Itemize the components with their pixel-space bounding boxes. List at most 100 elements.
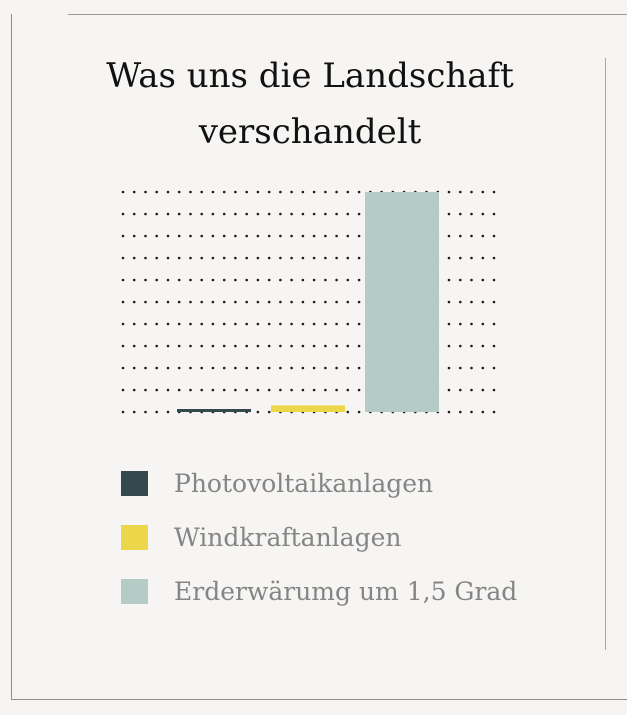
grid-dot <box>234 410 237 414</box>
chart-title: Was uns die Landschaft verschandelt <box>106 56 514 152</box>
grid-dot <box>155 388 158 392</box>
grid-dot <box>470 300 473 304</box>
grid-dot <box>189 278 192 282</box>
grid-dot <box>301 278 305 282</box>
grid-dot <box>144 410 147 414</box>
grid-dot <box>492 300 496 304</box>
grid-dot <box>256 322 260 326</box>
grid-dot <box>290 366 293 370</box>
grid-dot <box>245 322 248 326</box>
grid-dot <box>211 344 215 348</box>
legend-label-photovoltaik: Photovoltaikanlagen <box>174 468 434 498</box>
grid-dot <box>391 300 395 304</box>
grid-dot <box>357 322 361 326</box>
grid-dot <box>132 410 136 414</box>
grid-dot <box>324 322 327 326</box>
grid-dot <box>166 388 170 392</box>
grid-dot <box>301 366 305 370</box>
grid-dot <box>189 344 192 348</box>
grid-dot <box>256 256 260 260</box>
grid-dot <box>256 344 260 348</box>
grid-dot <box>380 212 383 216</box>
grid-dot <box>492 366 496 370</box>
grid-dot <box>177 212 181 216</box>
grid-dot <box>402 300 406 304</box>
grid-dot <box>200 256 203 260</box>
grid-dot <box>132 322 136 326</box>
grid-dot <box>267 278 271 282</box>
grid-dot <box>335 212 338 216</box>
grid-dot <box>436 212 440 216</box>
grid-dot <box>256 212 260 216</box>
grid-dot <box>121 190 125 194</box>
legend-label-windkraft: Windkraftanlagen <box>174 522 402 552</box>
grid-dot <box>189 234 192 238</box>
grid-dot <box>256 410 260 414</box>
grid-dot <box>121 410 125 414</box>
grid-dot <box>335 300 338 304</box>
grid-dot <box>211 190 215 194</box>
grid-dot <box>312 410 316 414</box>
grid-dot <box>357 388 361 392</box>
grid-dot <box>312 278 316 282</box>
grid-dot <box>425 388 428 392</box>
grid-dot <box>357 344 361 348</box>
grid-dot <box>391 190 395 194</box>
grid-dot <box>357 366 361 370</box>
grid-dot <box>279 388 282 392</box>
grid-dot <box>346 410 350 414</box>
grid-dot <box>425 234 428 238</box>
grid-dot <box>447 322 451 326</box>
grid-dot <box>492 322 496 326</box>
grid-dot <box>369 278 372 282</box>
grid-dot <box>279 234 282 238</box>
grid-dot <box>267 212 271 216</box>
grid-dot <box>447 344 451 348</box>
grid-dot <box>155 212 158 216</box>
grid-dot <box>492 388 496 392</box>
grid-dot <box>414 300 417 304</box>
grid-dot <box>324 410 327 414</box>
grid-dot <box>470 366 473 370</box>
grid-dot <box>177 344 181 348</box>
grid-dot <box>256 278 260 282</box>
grid-dot <box>290 410 293 414</box>
grid-dot <box>200 234 203 238</box>
grid-dot <box>121 366 125 370</box>
grid-dot <box>380 190 383 194</box>
grid-dot <box>335 366 338 370</box>
grid-dot <box>301 322 305 326</box>
grid-dot <box>245 190 248 194</box>
grid-dot <box>177 256 181 260</box>
grid-dot <box>447 256 451 260</box>
grid-dot <box>414 366 417 370</box>
grid-dot <box>346 278 350 282</box>
grid-dot <box>267 388 271 392</box>
grid-dot <box>222 300 226 304</box>
grid-dot <box>144 366 147 370</box>
grid-dot <box>470 256 473 260</box>
grid-dot <box>357 410 361 414</box>
grid-dot <box>279 256 282 260</box>
grid-dot <box>459 410 462 414</box>
grid-dot <box>222 256 226 260</box>
grid-dot <box>290 344 293 348</box>
grid-dot <box>324 366 327 370</box>
grid-dot <box>391 388 395 392</box>
grid-dot <box>459 300 462 304</box>
grid-dot <box>481 366 485 370</box>
grid-dot <box>481 256 485 260</box>
grid-dot <box>481 322 485 326</box>
grid-dot <box>301 190 305 194</box>
grid-dot <box>211 234 215 238</box>
grid-dot <box>222 322 226 326</box>
grid-dot <box>402 212 406 216</box>
grid-dot <box>380 388 383 392</box>
grid-dot <box>414 388 417 392</box>
grid-dot <box>211 278 215 282</box>
grid-dot <box>459 388 462 392</box>
grid-dot <box>245 410 248 414</box>
grid-dot <box>279 410 282 414</box>
grid-dot <box>200 366 203 370</box>
grid-dot <box>155 278 158 282</box>
